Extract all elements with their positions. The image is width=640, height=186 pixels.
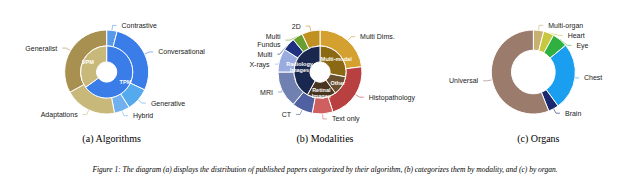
svg-text:Chest: Chest bbox=[584, 74, 602, 81]
svg-text:Multi: Multi bbox=[258, 51, 273, 58]
svg-text:Retinal: Retinal bbox=[312, 87, 331, 93]
svg-text:Hybrid: Hybrid bbox=[133, 112, 153, 120]
svg-text:Text only: Text only bbox=[332, 115, 360, 123]
svg-text:Images: Images bbox=[312, 93, 331, 99]
svg-text:Adaptations: Adaptations bbox=[41, 111, 78, 119]
svg-text:(c) Organs: (c) Organs bbox=[517, 133, 559, 145]
svg-text:Universal: Universal bbox=[449, 77, 479, 84]
svg-text:Multi-organ: Multi-organ bbox=[548, 22, 583, 30]
svg-text:Multi-modal: Multi-modal bbox=[321, 56, 352, 62]
svg-text:(b) Modalities: (b) Modalities bbox=[297, 133, 354, 145]
svg-text:Multi: Multi bbox=[266, 33, 281, 40]
svg-text:Other: Other bbox=[330, 80, 346, 86]
svg-text:CT: CT bbox=[282, 111, 292, 118]
svg-text:Conversational: Conversational bbox=[158, 48, 205, 55]
svg-text:Generalist: Generalist bbox=[25, 45, 57, 52]
svg-text:Fundus: Fundus bbox=[257, 41, 281, 48]
svg-text:VPM: VPM bbox=[82, 59, 94, 65]
svg-text:Contrastive: Contrastive bbox=[122, 22, 158, 29]
svg-text:Brain: Brain bbox=[565, 110, 581, 117]
svg-text:MRI: MRI bbox=[260, 89, 273, 96]
svg-text:(a) Algorithms: (a) Algorithms bbox=[82, 133, 141, 145]
svg-text:Histopathology: Histopathology bbox=[369, 94, 416, 102]
svg-text:Eye: Eye bbox=[576, 42, 588, 50]
svg-text:Heart: Heart bbox=[568, 32, 585, 39]
svg-text:Multi Dims.: Multi Dims. bbox=[360, 33, 395, 40]
svg-text:Images: Images bbox=[290, 67, 309, 73]
svg-text:Figure 1: The diagram (a) disp: Figure 1: The diagram (a) displays the d… bbox=[91, 165, 557, 174]
svg-text:Generative: Generative bbox=[151, 100, 185, 107]
svg-text:Radiology: Radiology bbox=[286, 60, 313, 67]
svg-text:X-rays: X-rays bbox=[249, 61, 270, 69]
svg-text:2D: 2D bbox=[292, 23, 301, 30]
svg-text:TPM: TPM bbox=[120, 79, 132, 85]
